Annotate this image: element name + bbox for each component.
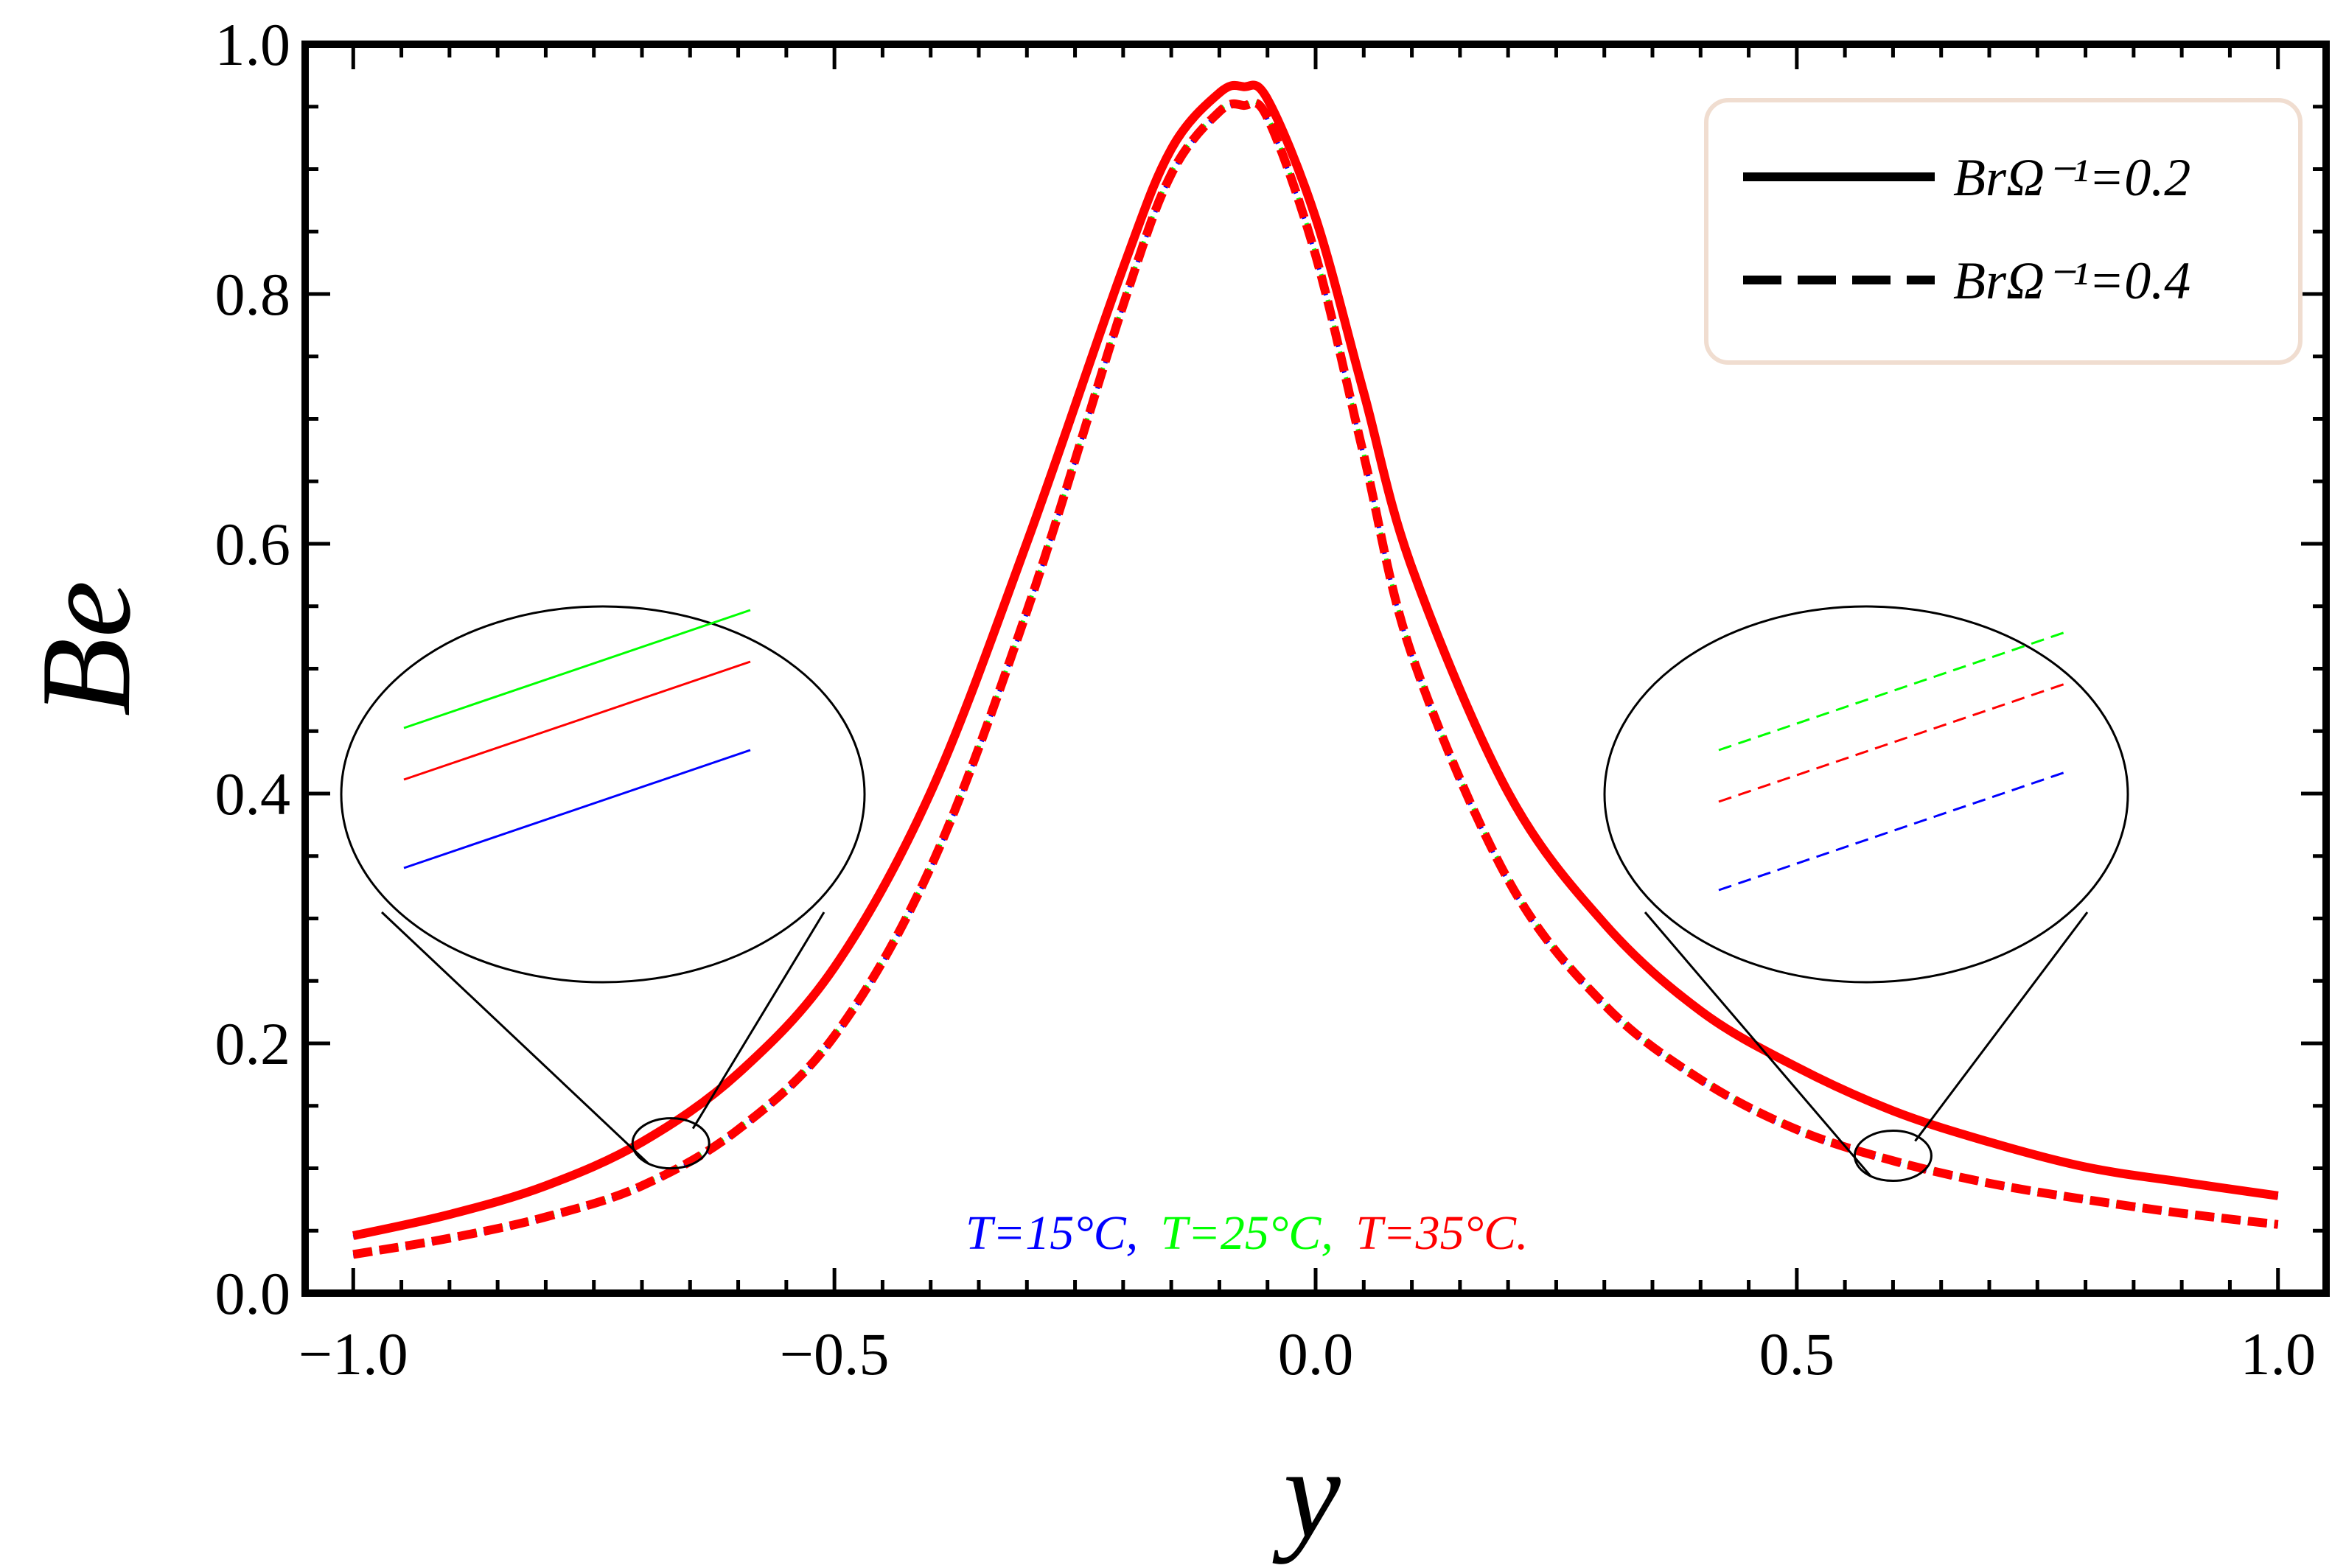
x-tick-labels: −1.0 −0.5 0.0 0.5 1.0 — [299, 1320, 2316, 1387]
inset-left-zoom — [340, 605, 866, 1170]
x-tick-label: 0.5 — [1759, 1320, 1835, 1387]
y-tick-label: 1.0 — [215, 11, 291, 78]
y-tick-labels: 0.0 0.2 0.4 0.6 0.8 1.0 — [215, 11, 291, 1327]
y-tick-label: 0.0 — [215, 1260, 291, 1327]
annotation-t25: T=25°C, — [1161, 1206, 1333, 1260]
inset-connector — [1914, 911, 2089, 1142]
inset-connector — [691, 911, 825, 1130]
x-axis-title: y — [1272, 1421, 1341, 1564]
y-tick-label: 0.8 — [215, 261, 291, 328]
series-line-5 — [352, 98, 2279, 1259]
legend-label-dashed: BrΩ⁻¹=0.4 — [1953, 251, 2190, 310]
temperature-annotation: T=15°C, T=25°C, T=35°C. — [966, 1206, 1529, 1260]
series-line-2 — [352, 80, 2279, 1240]
legend-box — [1704, 98, 2303, 365]
x-tick-label: 1.0 — [2240, 1320, 2316, 1387]
y-tick-label: 0.2 — [215, 1010, 291, 1077]
series-layer — [352, 80, 2279, 1259]
inset-right-zoom — [1603, 605, 2129, 1183]
inset-layer — [340, 605, 2129, 1183]
y-tick-label: 0.4 — [215, 760, 291, 827]
inset-magnifier-ellipse — [340, 605, 866, 984]
inset-magnified-line — [403, 609, 751, 729]
annotation-t15: T=15°C, — [966, 1206, 1138, 1260]
legend: BrΩ⁻¹=0.2 BrΩ⁻¹=0.4 — [1704, 98, 2303, 365]
inset-magnifier-ellipse — [1603, 605, 2129, 984]
x-tick-label: −1.0 — [299, 1320, 408, 1387]
legend-label-solid: BrΩ⁻¹=0.2 — [1953, 148, 2190, 207]
y-tick-label: 0.6 — [215, 511, 291, 578]
inset-target-ellipse — [631, 1117, 711, 1170]
inset-target-ellipse — [1853, 1130, 1933, 1183]
x-tick-label: −0.5 — [780, 1320, 890, 1387]
inset-magnified-line — [403, 749, 751, 869]
inset-connector — [1644, 911, 1872, 1177]
y-axis-title: Be — [14, 581, 157, 717]
inset-connector — [380, 911, 650, 1165]
annotation-t35: T=35°C. — [1355, 1206, 1528, 1260]
inset-magnified-line — [403, 660, 751, 781]
plot-frame — [301, 41, 2330, 1297]
x-tick-label: 0.0 — [1278, 1320, 1354, 1387]
